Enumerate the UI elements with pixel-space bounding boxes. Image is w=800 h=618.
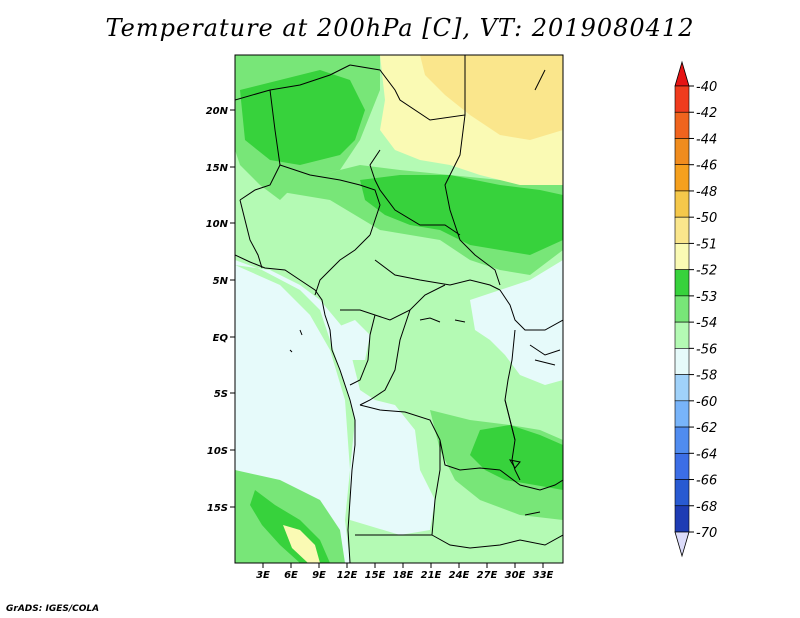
colorbar-label: -68: [696, 500, 717, 515]
colorbar-label: -58: [696, 369, 717, 384]
congo-river: [419, 317, 466, 323]
colorbar-swatch: [674, 216, 690, 244]
chad-nigeria-cameroon-border: [369, 149, 461, 236]
lat-label-10s: 10S: [207, 446, 228, 457]
colorbar-swatch: [674, 400, 690, 428]
colorbar-swatch: [674, 269, 690, 297]
south-sudan-uganda-border: [499, 289, 563, 331]
field-green-dark-south: [470, 425, 563, 490]
colorbar-swatch: [674, 374, 690, 402]
colorbar-label: -44: [696, 132, 717, 147]
lat-label-5n: 5N: [213, 276, 229, 287]
colorbar-label: -56: [696, 342, 717, 357]
lat-label-10n: 10N: [206, 219, 229, 230]
grads-credit: GrADS: IGES/COLA: [6, 604, 100, 614]
field-cyan-east: [470, 260, 563, 385]
colorbar-swatch: [674, 243, 690, 270]
lon-axis: [262, 563, 544, 568]
colorbar-swatch: [674, 138, 690, 166]
colorbar-label: -53: [696, 290, 717, 305]
colorbar-swatch: [674, 295, 690, 323]
field-pale-yellow-southwest: [283, 525, 320, 563]
colorbar-swatch: [674, 348, 690, 375]
chad-sudan-border: [444, 114, 501, 286]
niger-nigeria-border: [279, 164, 381, 236]
lat-labels: 20N 15N 10N 5N EQ 5S 10S 15S: [206, 106, 229, 514]
colorbar-swatch: [674, 505, 690, 533]
benin-border: [239, 199, 263, 269]
colorbar-label: -52: [696, 264, 717, 279]
colorbar-label: -50: [696, 211, 717, 226]
field-green-dark-north: [240, 70, 365, 165]
colorbar-top-arrow: [674, 60, 690, 87]
nile-north: [534, 69, 546, 91]
colorbar-swatch: [674, 321, 690, 349]
colorbar-swatch: [674, 85, 690, 113]
niger-mali-border: [239, 89, 281, 201]
islands: [289, 329, 303, 353]
colorbar-label: -40: [696, 80, 717, 95]
colorbar-swatch: [674, 190, 690, 218]
lake-kariba: [524, 511, 541, 516]
colorbar-swatch: [674, 426, 690, 454]
colorbar-label: -48: [696, 185, 717, 200]
map-title: Temperature at 200hPa [C], VT: 201908041…: [105, 14, 695, 42]
colorbar-label: -42: [696, 106, 717, 121]
colorbar-swatch: [674, 479, 690, 507]
colorbar: -40 -42 -44 -46 -48 -50 -51 -52 -53 -54 -56 -58 -60 -…: [674, 60, 717, 558]
borders-and-coastlines: [235, 55, 563, 563]
lon-label-27e: 27E: [477, 570, 498, 581]
car-congo-border: [340, 284, 446, 321]
colorbar-label: -66: [696, 474, 717, 489]
colorbar-bottom-arrow: [674, 531, 690, 558]
lon-label-9e: 9E: [312, 570, 326, 581]
lon-label-21e: 21E: [421, 570, 442, 581]
field-green-dark-sahel: [360, 175, 563, 255]
nigeria-cameroon-border: [314, 234, 371, 296]
lake-malawi-north: [508, 459, 521, 469]
field-cyan-ocean: [235, 260, 435, 535]
car-border-north: [374, 259, 501, 291]
lon-label-33e: 33E: [533, 570, 554, 581]
algeria-niger-border: [235, 64, 351, 101]
zambia-zimbabwe-border: [431, 534, 563, 549]
colorbar-label: -62: [696, 421, 717, 436]
congo-drc-border: [359, 309, 411, 406]
lon-label-24e: 24E: [449, 570, 470, 581]
temperature-field: [235, 55, 563, 563]
lon-label-12e: 12E: [337, 570, 358, 581]
colorbar-label: -54: [696, 316, 717, 331]
atlantic-coastline: [235, 254, 356, 563]
lat-label-5s: 5S: [214, 389, 228, 400]
colorbar-swatch: [674, 452, 690, 480]
lon-labels: 3E 6E 9E 12E 15E 18E 21E 24E 27E 30E 33E: [256, 570, 553, 581]
lon-label-6e: 6E: [284, 570, 298, 581]
colorbar-label: -46: [696, 159, 717, 174]
lat-label-eq: EQ: [213, 333, 229, 344]
lon-label-15e: 15E: [365, 570, 386, 581]
colorbar-label: -51: [696, 237, 717, 252]
colorbar-swatch: [674, 111, 690, 139]
zambia-border: [499, 469, 563, 491]
lake-tanganyika: [504, 399, 521, 481]
lon-label-18e: 18E: [393, 570, 414, 581]
lake-victoria-outline: [529, 344, 561, 366]
lon-label-30e: 30E: [505, 570, 526, 581]
lat-axis: [230, 109, 235, 508]
gabon-congo-border: [349, 314, 376, 386]
field-warm-orange-north: [420, 55, 563, 140]
colorbar-label: -60: [696, 395, 717, 410]
plot-frame: [234, 54, 564, 564]
colorbar-label: -70: [696, 526, 717, 541]
colorbar-label: -64: [696, 447, 717, 462]
lon-label-3e: 3E: [256, 570, 270, 581]
angola-zambia-border: [355, 440, 441, 536]
lat-label-20n: 20N: [206, 106, 229, 117]
lat-label-15s: 15S: [207, 503, 228, 514]
colorbar-swatch: [674, 164, 690, 192]
field-cyan-center: [330, 320, 370, 360]
lat-label-15n: 15N: [206, 163, 229, 174]
